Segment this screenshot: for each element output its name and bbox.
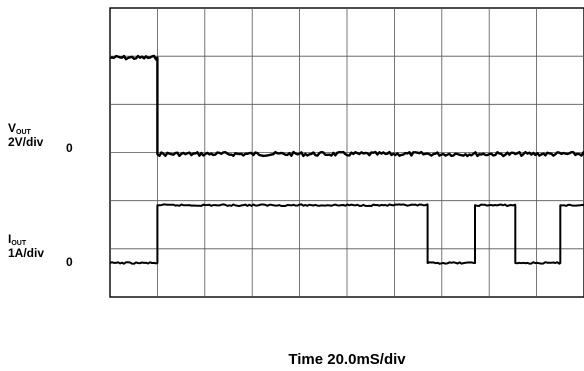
ch1-name: VOUT [8, 121, 32, 136]
ch1-scale-label: 2V/div [8, 135, 44, 149]
ch2-name: IOUT [8, 232, 27, 247]
x-axis-label: Time 20.0mS/div [288, 351, 406, 368]
traces [109, 54, 584, 265]
ch2-zero-label: 0 [66, 255, 73, 269]
ch2-scale-label: 1A/div [8, 246, 44, 260]
trace-1A-per-div [109, 203, 584, 265]
ch1-zero-label: 0 [66, 141, 73, 155]
trace-2V-per-div [109, 54, 584, 158]
